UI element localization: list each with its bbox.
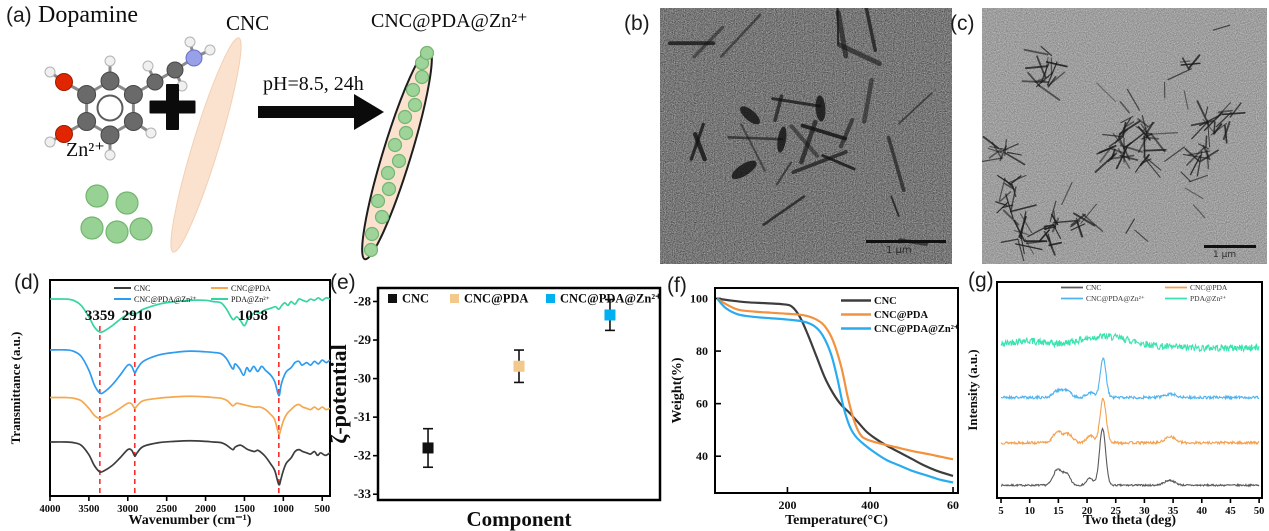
svg-text:30: 30 <box>1139 506 1150 517</box>
svg-text:-32: -32 <box>354 448 371 463</box>
svg-text:2000: 2000 <box>195 504 216 515</box>
product-label: CNC@PDA@Zn²⁺ <box>371 10 528 32</box>
svg-text:1000: 1000 <box>273 504 294 515</box>
svg-text:CNC: CNC <box>874 296 897 307</box>
svg-text:40: 40 <box>696 449 708 463</box>
svg-text:Component: Component <box>466 507 571 531</box>
svg-text:4000: 4000 <box>40 504 61 515</box>
svg-text:60: 60 <box>696 397 708 411</box>
zn-ion-label: Zn²⁺ <box>66 139 105 161</box>
hydrogen-atoms <box>44 36 216 161</box>
svg-text:10: 10 <box>1024 506 1035 517</box>
svg-text:CNC@PDA: CNC@PDA <box>1190 283 1228 292</box>
reaction-conditions-label: pH=8.5, 24h <box>263 73 364 95</box>
svg-text:200: 200 <box>778 498 796 512</box>
svg-text:40: 40 <box>1197 506 1208 517</box>
panel-a-schematic <box>44 36 435 261</box>
panel-label-c: (c) <box>950 12 975 35</box>
svg-text:400: 400 <box>861 498 879 512</box>
svg-text:2910: 2910 <box>122 308 152 324</box>
panel-label-f: (f) <box>667 274 687 297</box>
zeta-potential-chart: -28 -29 -30 -31 -32 -33 Component ζ-potential CN… <box>330 286 662 531</box>
svg-text:1058: 1058 <box>238 308 268 324</box>
svg-text:25: 25 <box>1110 506 1121 517</box>
scale-bar-b <box>866 240 946 243</box>
svg-text:CNC: CNC <box>402 292 429 306</box>
svg-text:15: 15 <box>1053 506 1064 517</box>
svg-text:CNC@PDA@Zn²⁺: CNC@PDA@Zn²⁺ <box>874 324 960 335</box>
panel-label-e: (e) <box>330 271 356 294</box>
svg-text:Transmittance (a.u.): Transmittance (a.u.) <box>8 332 23 445</box>
svg-text:50: 50 <box>1254 506 1265 517</box>
reaction-arrow-icon <box>258 94 384 130</box>
svg-text:3500: 3500 <box>78 504 99 515</box>
panel-label-g: (g) <box>968 269 994 292</box>
tem-image-cnc-pda-zn <box>982 8 1267 264</box>
svg-text:5: 5 <box>998 506 1003 517</box>
svg-text:CNC: CNC <box>134 284 150 293</box>
svg-text:Intensity (a.u.): Intensity (a.u.) <box>965 349 980 430</box>
svg-text:-30: -30 <box>354 371 371 386</box>
svg-text:CNC@PDA: CNC@PDA <box>874 310 929 321</box>
carbon-atoms <box>77 61 184 145</box>
svg-text:-29: -29 <box>354 332 372 347</box>
svg-text:-31: -31 <box>354 409 371 424</box>
scale-bar-b-label: 1 μm <box>886 245 912 256</box>
aromatic-ring-icon <box>96 94 124 122</box>
svg-text:CNC@PDA: CNC@PDA <box>231 284 271 293</box>
dopamine-label: Dopamine <box>38 2 138 28</box>
zn-ion-spheres <box>80 184 153 244</box>
xrd-chart: 5 10 15 20 25 30 35 40 45 50 Two theta (deg) Intens… <box>965 281 1265 528</box>
svg-text:60: 60 <box>947 498 959 512</box>
cnc-label: CNC <box>226 11 270 35</box>
dopamine-molecule <box>44 36 216 161</box>
svg-text:500: 500 <box>314 504 330 515</box>
svg-text:Two theta (deg): Two theta (deg) <box>1083 513 1176 528</box>
svg-text:PDA@Zn²⁺: PDA@Zn²⁺ <box>231 295 270 304</box>
svg-text:CNC@PDA@Zn²⁺: CNC@PDA@Zn²⁺ <box>1086 294 1145 303</box>
svg-text:-28: -28 <box>354 293 372 308</box>
svg-text:CNC: CNC <box>1086 283 1101 292</box>
panel-label-a: (a) <box>6 4 32 27</box>
svg-text:CNC@PDA: CNC@PDA <box>464 292 528 306</box>
svg-text:CNC@PDA@Zn²⁺: CNC@PDA@Zn²⁺ <box>560 292 662 306</box>
svg-text:Wavenumber (cm⁻¹): Wavenumber (cm⁻¹) <box>129 513 252 528</box>
svg-text:3359: 3359 <box>85 308 115 324</box>
svg-text:Temperature(°C): Temperature(°C) <box>785 513 888 528</box>
tem-image-cnc <box>660 8 952 264</box>
panel-label-d: (d) <box>14 271 40 294</box>
svg-text:35: 35 <box>1168 506 1179 517</box>
svg-text:45: 45 <box>1225 506 1236 517</box>
ftir-spectra-chart: 4000 3500 3000 2500 2000 1500 1000 500 Wavenumbe… <box>8 279 331 528</box>
svg-text:80: 80 <box>696 344 708 358</box>
nitrogen-atom <box>185 49 203 67</box>
plus-icon <box>149 84 196 130</box>
svg-text:3000: 3000 <box>117 504 138 515</box>
svg-text:PDA@Zn²⁺: PDA@Zn²⁺ <box>1190 294 1226 303</box>
zn-bead-icons <box>363 45 435 258</box>
svg-text:20: 20 <box>1082 506 1093 517</box>
cnc-spindle <box>170 37 242 253</box>
svg-text:100: 100 <box>690 292 708 306</box>
scale-bar-c-label: 1 μm <box>1213 250 1237 260</box>
svg-text:-33: -33 <box>354 486 372 501</box>
svg-text:2500: 2500 <box>156 504 177 515</box>
panel-label-b: (b) <box>624 12 650 35</box>
svg-text:ζ-potential: ζ-potential <box>330 344 351 444</box>
svg-text:1500: 1500 <box>234 504 255 515</box>
product-spindle <box>361 45 435 261</box>
scale-bar-c <box>1204 245 1256 248</box>
tga-chart: 200 400 60 40 60 80 100 Temperature(°C) Weight(%… <box>670 287 960 528</box>
svg-text:Weight(%): Weight(%) <box>670 357 685 423</box>
svg-text:CNC@PDA@Zn²⁺: CNC@PDA@Zn²⁺ <box>134 295 197 304</box>
oxygen-atoms <box>55 73 73 143</box>
